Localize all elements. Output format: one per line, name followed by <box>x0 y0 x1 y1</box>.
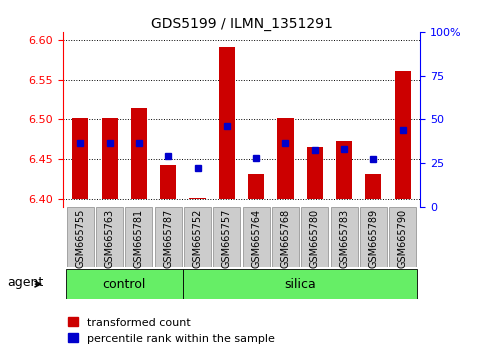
Bar <box>96 207 123 267</box>
Text: agent: agent <box>8 276 44 289</box>
Bar <box>365 173 382 199</box>
Text: GSM665780: GSM665780 <box>310 209 320 268</box>
Bar <box>242 207 270 267</box>
Bar <box>160 165 176 199</box>
Text: GSM665752: GSM665752 <box>193 209 202 268</box>
Bar <box>183 269 417 299</box>
Text: GSM665768: GSM665768 <box>281 209 290 268</box>
Bar <box>184 207 211 267</box>
Bar <box>360 207 387 267</box>
Text: GSM665789: GSM665789 <box>369 209 378 268</box>
Bar <box>389 207 416 267</box>
Text: GSM665781: GSM665781 <box>134 209 144 268</box>
Bar <box>131 108 147 199</box>
Text: GSM665787: GSM665787 <box>163 209 173 268</box>
Bar <box>301 207 328 267</box>
Text: GSM665764: GSM665764 <box>251 209 261 268</box>
Bar <box>248 173 264 199</box>
Bar <box>395 71 411 199</box>
Text: GSM665783: GSM665783 <box>339 209 349 268</box>
Text: GSM665790: GSM665790 <box>398 209 408 268</box>
Bar <box>307 147 323 199</box>
Bar <box>66 269 183 299</box>
Bar <box>336 141 352 199</box>
Bar <box>101 118 118 199</box>
Bar <box>272 207 299 267</box>
Bar <box>277 118 294 199</box>
Text: GSM665763: GSM665763 <box>105 209 114 268</box>
Bar <box>155 207 182 267</box>
Bar <box>213 207 241 267</box>
Bar <box>330 207 357 267</box>
Text: GSM665757: GSM665757 <box>222 209 232 268</box>
Title: GDS5199 / ILMN_1351291: GDS5199 / ILMN_1351291 <box>151 17 332 31</box>
Legend: transformed count, percentile rank within the sample: transformed count, percentile rank withi… <box>69 317 275 343</box>
Bar <box>126 207 153 267</box>
Text: control: control <box>102 278 146 291</box>
Bar <box>67 207 94 267</box>
Text: silica: silica <box>284 278 316 291</box>
Text: GSM665755: GSM665755 <box>75 209 85 268</box>
Bar <box>189 198 206 199</box>
Bar <box>72 118 88 199</box>
Bar <box>219 47 235 199</box>
